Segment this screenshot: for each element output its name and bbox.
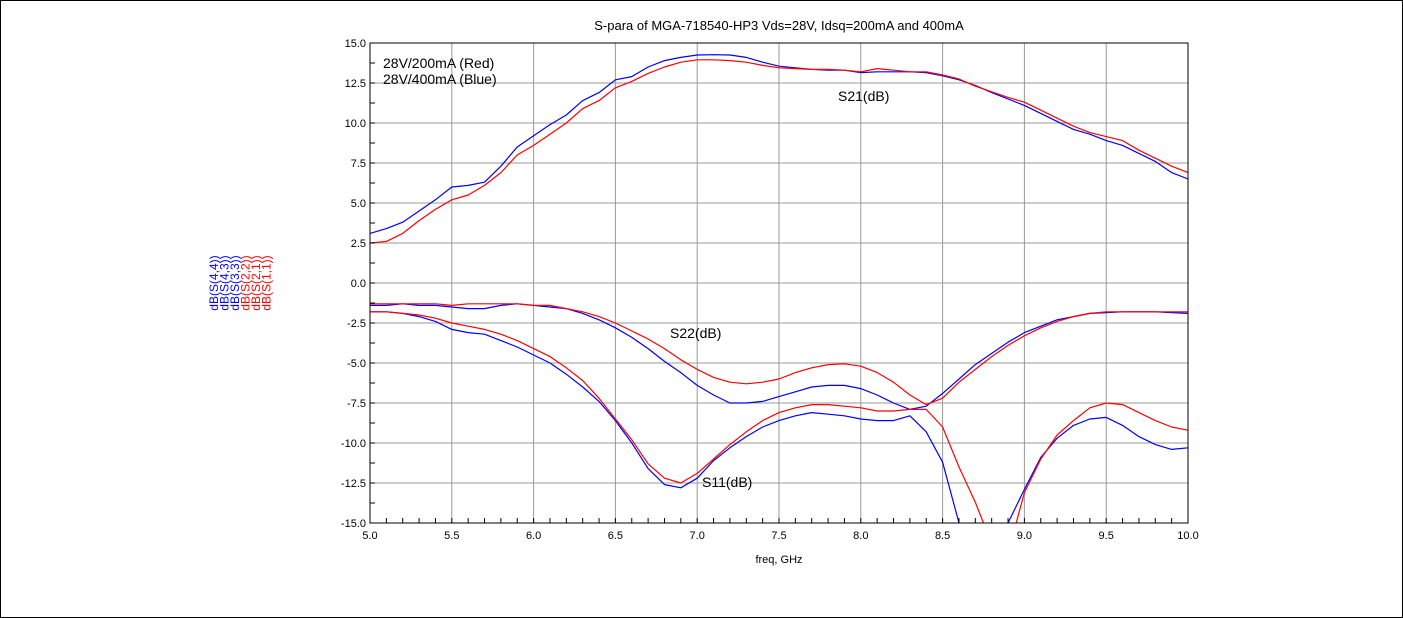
x-tick-label: 9.5	[1099, 530, 1114, 542]
y-axis-label: dB(S(3,3))	[228, 255, 242, 310]
x-tick-label: 7.5	[771, 530, 786, 542]
series-line-4	[370, 303, 1188, 406]
s21-annotation: S21(dB)	[838, 88, 889, 104]
s11-annotation: S11(dB)	[702, 474, 752, 490]
series-line-8	[1015, 402, 1189, 524]
y-tick-label: -5.0	[347, 358, 366, 370]
y-axis-labels: dB(S(4,4))dB(S(4,3))dB(S(3,3))dB(S(2,2))…	[207, 255, 274, 310]
y-tick-label: -2.5	[347, 318, 366, 330]
series-line-5	[370, 311, 960, 524]
x-tick-label: 8.5	[935, 530, 950, 542]
y-axis-label: dB(S(1,1))	[260, 255, 274, 310]
y-tick-label: -7.5	[347, 398, 366, 410]
series-line-6	[1007, 416, 1189, 524]
y-tick-label: 15.0	[345, 38, 366, 50]
x-tick-label: 6.0	[526, 530, 541, 542]
series-line-2	[369, 59, 1189, 244]
y-tick-label: 2.5	[351, 238, 366, 250]
axis-ticks: 5.0 5.5 6.0 6.5 7.0 7.5 8.0 8.5 9.0 9.5 10.0 15.0 12…	[341, 38, 1199, 542]
grid	[370, 43, 1188, 523]
y-tick-label: 10.0	[345, 118, 366, 130]
x-tick-label: 6.5	[608, 530, 623, 542]
x-axis-label: freq, GHz	[755, 554, 802, 566]
y-tick-label: 12.5	[345, 78, 366, 90]
y-tick-label: -10.0	[341, 438, 366, 450]
y-tick-label: 5.0	[351, 198, 366, 210]
y-axis-label: dB(S(2,1))	[249, 255, 263, 310]
y-tick-label: -15.0	[341, 518, 366, 530]
y-axis-label: dB(S(2,2))	[239, 255, 253, 310]
y-tick-label: 0.0	[351, 278, 366, 290]
y-axis-label: dB(S(4,3))	[218, 255, 232, 310]
series-line-7	[370, 311, 985, 524]
x-tick-label: 8.0	[853, 530, 868, 542]
y-tick-label: 7.5	[351, 158, 366, 170]
y-axis-label: dB(S(4,4))	[207, 255, 221, 310]
y-tick-label: -12.5	[341, 478, 366, 490]
legend-blue-label: 28V/400mA (Blue)	[383, 71, 497, 87]
x-tick-label: 5.0	[362, 530, 377, 542]
x-tick-label: 5.5	[444, 530, 459, 542]
series-line-1	[369, 54, 1189, 234]
x-tick-label: 9.0	[1017, 530, 1032, 542]
legend-red-label: 28V/200mA (Red)	[383, 55, 494, 71]
series-layer	[369, 54, 1189, 524]
x-tick-label: 7.0	[690, 530, 705, 542]
chart-title: S-para of MGA-718540-HP3 Vds=28V, Idsq=2…	[594, 18, 964, 33]
s22-annotation: S22(dB)	[670, 325, 721, 341]
series-line-3	[370, 303, 1189, 410]
x-tick-label: 10.0	[1177, 530, 1198, 542]
